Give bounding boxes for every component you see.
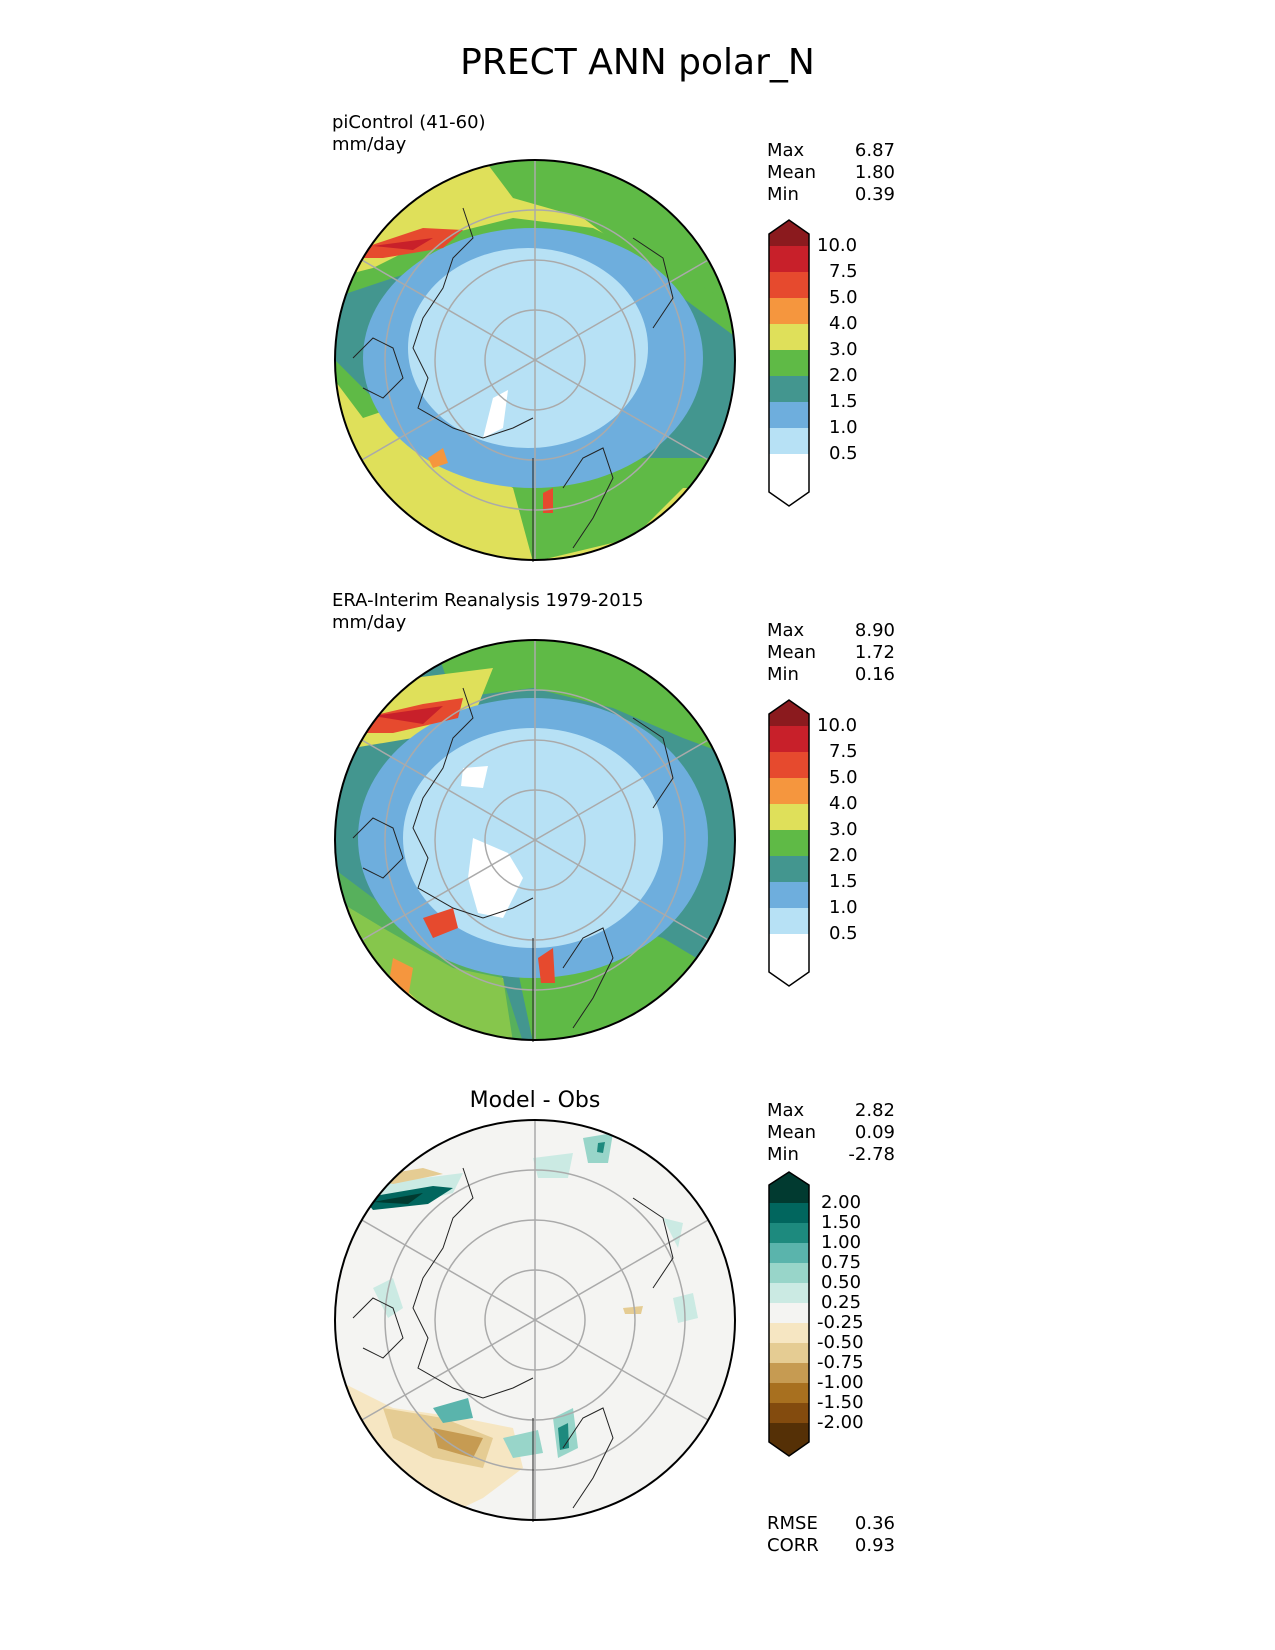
colorbar-tick-label: 7.5 — [829, 261, 858, 282]
stat-label: Mean — [767, 1122, 817, 1143]
colorbar-tick-label: 5.0 — [829, 287, 858, 308]
colorbar-tick-label: 0.5 — [829, 923, 858, 944]
colorbar-tick-label: 1.0 — [829, 417, 858, 438]
colorbar-tick-label: 1.5 — [829, 871, 858, 892]
panel-3-title: Model - Obs — [469, 1088, 601, 1113]
panel-1-title: piControl (41-60) — [332, 112, 486, 133]
panel-1-polar-map — [334, 159, 736, 562]
stat-value: 0.09 — [854, 1122, 895, 1143]
stat-label: Min — [767, 664, 799, 685]
stat-label: Max — [767, 1100, 805, 1121]
stat-value: 0.39 — [854, 184, 895, 205]
colorbar-tick-label: -0.75 — [817, 1352, 864, 1373]
panel-2-units: mm/day — [332, 612, 407, 633]
stat-value: 1.72 — [854, 642, 895, 663]
panel-2-stats: Max 8.90 Mean 1.72 Min 0.16 — [767, 620, 895, 686]
colorbar-tick-label: 1.00 — [821, 1232, 862, 1253]
panel-3-polar-map — [334, 1119, 736, 1522]
colorbar-tick-label: 7.5 — [829, 741, 858, 762]
panel-2-colorbar — [768, 699, 810, 987]
panel-3-stats: Max 2.82 Mean 0.09 Min -2.78 — [767, 1100, 895, 1166]
colorbar-tick-label: 1.5 — [829, 391, 858, 412]
colorbar-tick-label: -1.50 — [817, 1392, 864, 1413]
stat-label: Min — [767, 184, 799, 205]
colorbar-tick-label: 0.75 — [821, 1252, 862, 1273]
stat-value: 8.90 — [854, 620, 895, 641]
panel-1-colorbar — [768, 219, 810, 507]
colorbar-tick-label: -1.00 — [817, 1372, 864, 1393]
colorbar-tick-label: 5.0 — [829, 767, 858, 788]
colorbar-tick-label: 2.0 — [829, 845, 858, 866]
colorbar-tick-label: -0.50 — [817, 1332, 864, 1353]
metric-label: RMSE — [767, 1513, 818, 1534]
stat-value: 0.16 — [854, 664, 895, 685]
colorbar-tick-label: 10.0 — [817, 235, 858, 256]
stat-label: Mean — [767, 162, 817, 183]
stat-label: Max — [767, 620, 805, 641]
colorbar-tick-label: 2.0 — [829, 365, 858, 386]
colorbar-tick-label: 0.25 — [821, 1292, 862, 1313]
stat-label: Max — [767, 140, 805, 161]
colorbar-tick-label: 2.00 — [821, 1192, 862, 1213]
panel-1-units: mm/day — [332, 134, 407, 155]
colorbar-tick-label: 1.0 — [829, 897, 858, 918]
colorbar-tick-label: 3.0 — [829, 339, 858, 360]
panel-3-metrics: RMSE 0.36 CORR 0.93 — [767, 1513, 895, 1557]
panel-1-stats: Max 6.87 Mean 1.80 Min 0.39 — [767, 140, 895, 206]
colorbar-tick-label: 10.0 — [817, 715, 858, 736]
colorbar-tick-label: 4.0 — [829, 793, 858, 814]
colorbar-tick-label: 4.0 — [829, 313, 858, 334]
stat-value: 6.87 — [854, 140, 895, 161]
stat-value: -2.78 — [848, 1144, 895, 1165]
colorbar-tick-label: 0.50 — [821, 1272, 862, 1293]
metric-label: CORR — [767, 1535, 819, 1556]
metric-value: 0.36 — [854, 1513, 895, 1534]
stat-value: 1.80 — [854, 162, 895, 183]
stat-label: Mean — [767, 642, 817, 663]
stat-label: Min — [767, 1144, 799, 1165]
panel-3-colorbar — [768, 1171, 810, 1457]
panel-2-polar-map — [334, 639, 736, 1042]
colorbar-tick-label: 3.0 — [829, 819, 858, 840]
metric-value: 0.93 — [854, 1535, 895, 1556]
figure-title: PRECT ANN polar_N — [460, 42, 815, 83]
colorbar-tick-label: 0.5 — [829, 443, 858, 464]
stat-value: 2.82 — [854, 1100, 895, 1121]
colorbar-tick-label: 1.50 — [821, 1212, 862, 1233]
panel-2-title: ERA-Interim Reanalysis 1979-2015 — [332, 590, 644, 611]
colorbar-tick-label: -0.25 — [817, 1312, 864, 1333]
colorbar-tick-label: -2.00 — [817, 1412, 864, 1433]
